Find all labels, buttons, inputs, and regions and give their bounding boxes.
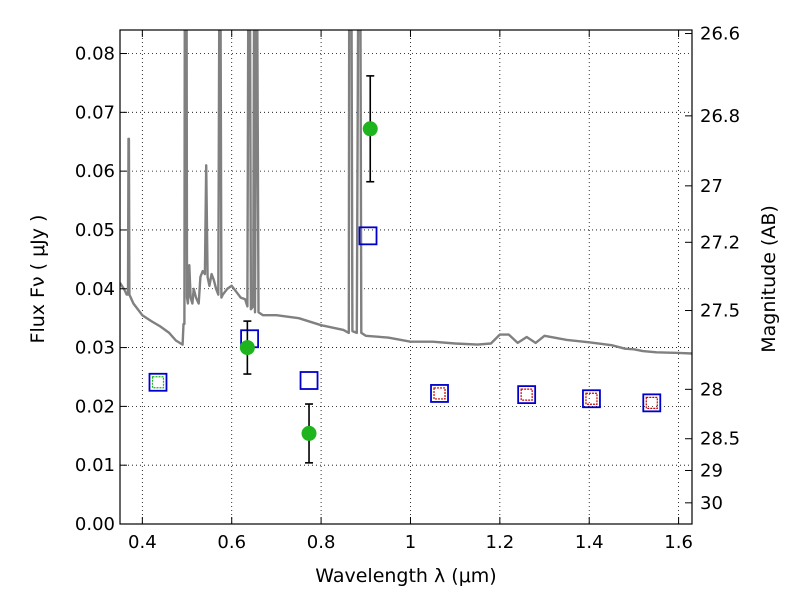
y-axis-title: Flux Fν ( μJy ) xyxy=(27,215,49,344)
observed-flux-marker xyxy=(239,340,255,356)
plot-border xyxy=(119,29,693,525)
right-tick-label: 30 xyxy=(700,493,723,514)
y-tick-label: 0.08 xyxy=(75,44,115,65)
x-tick-label: 1 xyxy=(405,532,416,553)
y-tick-label: 0.00 xyxy=(75,514,115,535)
model-photometry-marker xyxy=(299,371,319,390)
inner-square-marker xyxy=(645,396,658,409)
right-tick-label: 28.5 xyxy=(700,429,740,450)
right-tick-label: 27 xyxy=(700,176,723,197)
x-axis-title: Wavelength λ (μm) xyxy=(315,565,496,587)
model-photometry-marker xyxy=(430,384,449,403)
model-photometry-marker xyxy=(358,226,378,246)
x-tick-label: 1.2 xyxy=(486,532,515,553)
y-tick-label: 0.05 xyxy=(75,220,115,241)
right-tick-label: 27.5 xyxy=(700,301,740,322)
right-tick-label: 29 xyxy=(700,460,723,481)
model-photometry-marker xyxy=(582,389,601,409)
inner-square-marker xyxy=(151,376,165,389)
y-tick-label: 0.04 xyxy=(75,279,115,300)
model-photometry-marker xyxy=(517,385,537,405)
plot-area xyxy=(120,30,692,464)
x-tick-label: 1.6 xyxy=(664,532,693,553)
x-tick-label: 1.4 xyxy=(575,532,604,553)
model-photometry-marker xyxy=(148,372,168,392)
inner-square-marker xyxy=(433,387,446,400)
y-tick-label: 0.01 xyxy=(75,455,115,476)
sed-model-line xyxy=(120,30,692,355)
plot-frame xyxy=(119,29,693,525)
observed-flux-marker xyxy=(301,425,317,441)
x-tick-label: 0.8 xyxy=(307,532,336,553)
inner-square-marker xyxy=(520,388,533,401)
tick-labels: 0.4 0.6 0.8 1 1.2 1.4 1.6 0.00 0.01 0.02 0.03 0.04 0… xyxy=(75,24,740,553)
x-tick-label: 0.6 xyxy=(217,532,246,553)
right-axis-title: Magnitude (AB) xyxy=(758,205,780,353)
observed-flux-marker xyxy=(362,121,378,137)
tick-marks xyxy=(120,30,692,525)
right-tick-label: 27.2 xyxy=(700,232,740,253)
y-tick-label: 0.03 xyxy=(75,338,115,359)
right-tick-label: 28 xyxy=(700,379,723,400)
y-tick-label: 0.02 xyxy=(75,396,115,417)
y-tick-label: 0.06 xyxy=(75,161,115,182)
right-tick-label: 26.8 xyxy=(700,106,740,127)
x-tick-label: 0.4 xyxy=(128,532,157,553)
y-tick-label: 0.07 xyxy=(75,102,115,123)
right-tick-label: 26.6 xyxy=(700,24,740,45)
model-photometry-marker xyxy=(642,393,662,413)
inner-square-marker xyxy=(585,392,598,405)
